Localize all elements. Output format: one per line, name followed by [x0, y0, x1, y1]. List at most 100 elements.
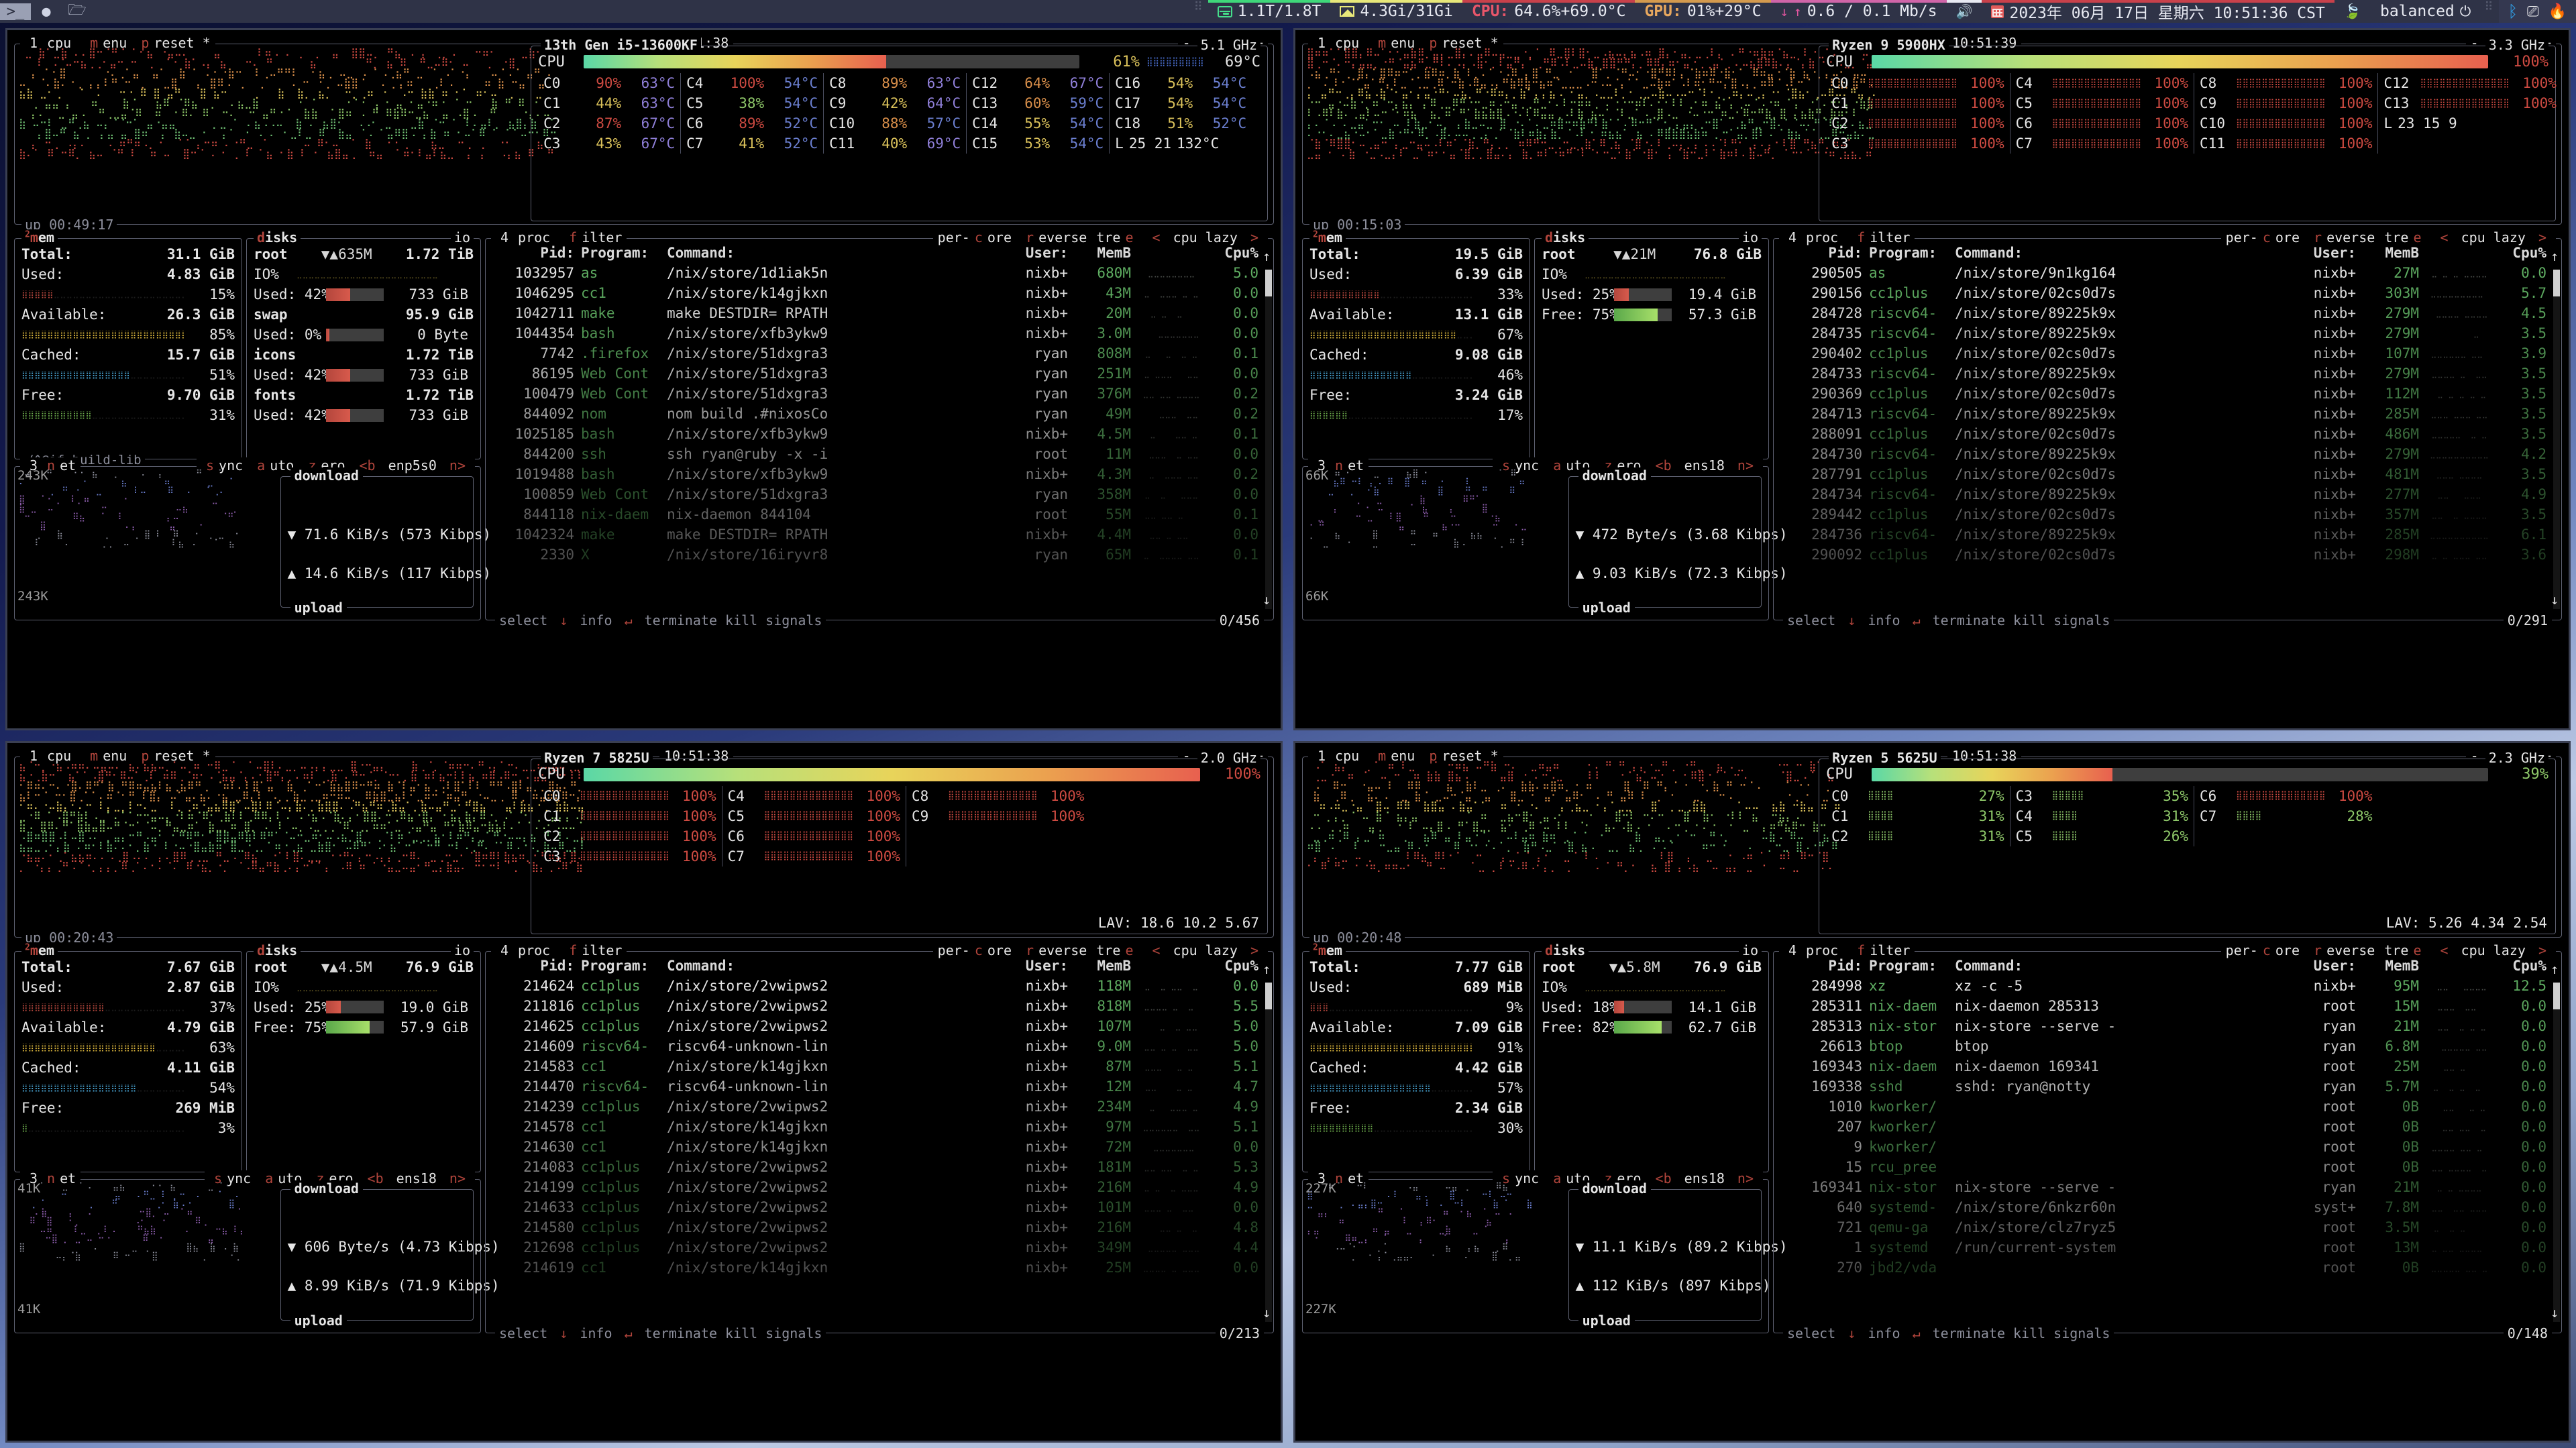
- net-box[interactable]: 3netsyncautozero<b ens18 n> ⠄ ⠶ ⠂ ⣀ ⣦⣿ ⠂…: [1302, 466, 1769, 620]
- disk-module[interactable]: 1.1T/1.8T: [1208, 0, 1331, 23]
- proc-scroll-thumb[interactable]: [1265, 983, 1272, 1009]
- workspace-files[interactable]: 🗁: [62, 0, 93, 24]
- table-row[interactable]: 284734 riscv64-/nix/store/89225k9x nixb+ 27…: [1780, 484, 2546, 504]
- mem-box[interactable]: 2mem Total: 31.1 GiB Used: 4.83 GiB ⣿⣿⣿⣿⣿⣀⣀⣀⣀…: [14, 238, 242, 459]
- table-row[interactable]: 284998xzxz -c -5nixb+95M ⣀⣀ ⣀⣀⣀⣀12.5: [1780, 976, 2546, 996]
- net-box[interactable]: 3netsyncautozero<b enp5s0 n> ⠤ ⠛ ⠂⠂ ⣦ ⡀ …: [14, 466, 481, 620]
- table-row[interactable]: 290402 cc1plus/nix/store/02cs0d7s nixb+ 107…: [1780, 343, 2546, 364]
- table-row[interactable]: 207kworker/root0B ⣀⣀ ⣀⣀ ⣀0.0: [1780, 1117, 2546, 1137]
- footer-kill[interactable]: kill: [721, 1325, 761, 1341]
- table-row[interactable]: 214083 cc1plus/nix/store/2vwipws2 nixb+ 181…: [492, 1157, 1258, 1177]
- footer-info[interactable]: info ↵: [1864, 612, 1928, 628]
- net-interface-selector[interactable]: <b ens18 n>: [1646, 1170, 1763, 1186]
- disks-io-title[interactable]: io: [1739, 229, 1762, 245]
- proc-box[interactable]: 4 proc f ilter per-c ore r everse tre e < cpu lazy…: [485, 951, 1274, 1333]
- table-row[interactable]: 844092nomnom build .#nixosCoryan49M ⣀⣀⣀ …: [492, 404, 1258, 424]
- power-profile-module[interactable]: balanced ⏻: [2371, 0, 2480, 23]
- table-row[interactable]: 169338sshdsshd: ryan@nottyryan5.7M⣀ ⣀ ⣀ …: [1780, 1076, 2546, 1097]
- cpu-box[interactable]: 1cpumenupreset *10:51:39- 2000ms +⣿⠶⠶⠁⠁⣿…: [1302, 44, 2562, 225]
- table-row[interactable]: 214580 cc1plus/nix/store/2vwipws2 nixb+ 216…: [492, 1217, 1258, 1237]
- firewall-icon[interactable]: 🔥: [2548, 3, 2567, 20]
- system-tray[interactable]: ᛒ ⎚ 🔥: [2499, 0, 2576, 23]
- table-row[interactable]: 1025185bash/nix/store/xfb3ykw9nixb+4.5M …: [492, 424, 1258, 444]
- table-row[interactable]: 9kworker/root0B⣀⣀⣀⣀ ⣀⣀ ⣀ 0.0: [1780, 1137, 2546, 1157]
- footer-select[interactable]: select ↓: [1783, 1325, 1864, 1341]
- table-row[interactable]: 214470 riscv64- riscv64-unknown-lin nixb+ 12…: [492, 1076, 1258, 1097]
- table-row[interactable]: 86195 Web Cont/nix/store/51dxgra3 ryan 251M…: [492, 364, 1258, 384]
- cpu-box[interactable]: 1cpumenupreset *10:51:38- 2000ms +⣦⠈⠒⡀⠐⣦…: [14, 757, 1274, 938]
- disks-box-title[interactable]: disks: [1542, 942, 1589, 958]
- table-row[interactable]: 290505 as/nix/store/9n1kg164 nixb+ 27M ⣀ ⣀ ⣀…: [1780, 263, 2546, 283]
- cpu-module[interactable]: CPU: 64.6%+69.0°C: [1462, 0, 1635, 23]
- disks-io-title[interactable]: io: [1739, 942, 1762, 958]
- net-box[interactable]: 3netsyncautozero<b ens18 n> ⠶⠈ ⠒⠇ ⠠⣤ ⠤⣤ …: [1302, 1179, 1769, 1333]
- btop-window-q4[interactable]: 1cpumenupreset *10:51:38- 2000ms + ⠠⠁ ⣦⡄…: [1293, 741, 2571, 1443]
- footer-select[interactable]: select ↓: [495, 1325, 576, 1341]
- table-row[interactable]: 1019488 bash/nix/store/xfb3ykw9 nixb+ 4.3M …: [492, 464, 1258, 484]
- table-row[interactable]: 26613btopbtopryan6.8M ⣀⣀⣀⣀⣀ ⣀⣀0.0: [1780, 1036, 2546, 1056]
- terminal-pane-q3[interactable]: 1cpumenupreset *10:51:38- 2000ms +⣦⠈⠒⡀⠐⣦…: [0, 736, 1288, 1448]
- proc-box[interactable]: 4 proc f ilter per-c ore r everse tre e < cpu lazy…: [485, 238, 1274, 620]
- table-row[interactable]: 1010kworker/root0B ⣀⣀ ⣀ ⣀0.0: [1780, 1097, 2546, 1117]
- table-row[interactable]: 100479 Web Cont/nix/store/51dxgra3 ryan 376…: [492, 384, 1258, 404]
- footer-kill[interactable]: kill: [2009, 1325, 2049, 1341]
- table-row[interactable]: 284736 riscv64-/nix/store/89225k9x nixb+ 28…: [1780, 524, 2546, 545]
- workspace-terminal[interactable]: >_: [0, 3, 31, 20]
- footer-terminate[interactable]: terminate: [641, 1325, 721, 1341]
- table-row[interactable]: 288091 cc1plus/nix/store/02cs0d7s nixb+ 486…: [1780, 424, 2546, 444]
- net-interface-selector[interactable]: <b ens18 n>: [1646, 457, 1763, 474]
- table-row[interactable]: 1systemd/run/current-systemroot13M⣀ ⣀⣀ ⣀…: [1780, 1237, 2546, 1258]
- table-row[interactable]: 169341 nix-stor nix-store --serve - ryan 21M…: [1780, 1177, 2546, 1197]
- disks-box[interactable]: disks io root ▼▲5.8M 76.9 GiB IO% ⣀⣀⣀⣀⣀⣀⣀⣀⣀⣀⣀⣀…: [1534, 951, 1769, 1172]
- cpu-box[interactable]: 1cpumenupreset *10:51:38- 2000ms + ⣀ ⣷⠁⣀…: [14, 44, 1274, 225]
- proc-footer[interactable]: select ↓ info ↵ terminate kill signals 0/213: [495, 1325, 1264, 1341]
- proc-scroll-thumb[interactable]: [2553, 983, 2560, 1009]
- table-row[interactable]: 284735 riscv64-/nix/store/89225k9x nixb+ 27…: [1780, 323, 2546, 343]
- network-module[interactable]: ↓ ↑ 0.6 / 0.1 Mb/s: [1771, 0, 1947, 23]
- disks-box-title[interactable]: disks: [1542, 229, 1589, 245]
- footer-terminate[interactable]: terminate: [641, 612, 721, 628]
- proc-scrollbar[interactable]: [1265, 983, 1272, 1322]
- footer-signals[interactable]: signals: [2049, 1325, 2114, 1341]
- footer-info[interactable]: info ↵: [1864, 1325, 1928, 1341]
- footer-kill[interactable]: kill: [2009, 612, 2049, 628]
- scroll-arrow-down-icon[interactable]: ↓: [1263, 1304, 1271, 1321]
- footer-info[interactable]: info ↵: [576, 1325, 640, 1341]
- net-box[interactable]: 3netsyncautozero<b ens18 n> ⠁ ⣀ ⠁⠠ ⣤⣦ ⠂⠂…: [14, 1179, 481, 1333]
- table-row[interactable]: 212698 cc1plus/nix/store/2vwipws2 nixb+ 349…: [492, 1237, 1258, 1258]
- btop-window-q2[interactable]: 1cpumenupreset *10:51:39- 2000ms +⣿⠶⠶⠁⠁⣿…: [1293, 28, 2571, 730]
- date-module[interactable]: 2023年 06月 17日 星期六 10:51:36 CST: [1982, 0, 2334, 23]
- disks-box[interactable]: disks io root ▼▲635M 1.72 TiB IO% ⣀⣀⣀⣀⣀⣀⣀⣀⣀⣀⣀⣀…: [246, 238, 481, 459]
- proc-scrollbar[interactable]: [2553, 270, 2560, 609]
- terminal-pane-q1[interactable]: 1cpumenupreset *10:51:38- 2000ms + ⣀ ⣷⠁⣀…: [0, 23, 1288, 736]
- terminal-pane-q2[interactable]: 1cpumenupreset *10:51:39- 2000ms +⣿⠶⠶⠁⠁⣿…: [1288, 23, 2576, 736]
- table-row[interactable]: 15rcu_preeroot0B⣀⣀ ⣀⣀⣀⣀ ⣀0.0: [1780, 1157, 2546, 1177]
- net-interface-selector[interactable]: <b ens18 n>: [358, 1170, 475, 1186]
- net-interface-selector[interactable]: <b enp5s0 n>: [350, 457, 476, 474]
- btop-window-q1[interactable]: 1cpumenupreset *10:51:38- 2000ms + ⣀ ⣷⠁⣀…: [5, 28, 1283, 730]
- table-row[interactable]: 287791 cc1plus/nix/store/02cs0d7s nixb+ 481…: [1780, 464, 2546, 484]
- proc-scrollbar[interactable]: [1265, 270, 1272, 609]
- footer-signals[interactable]: signals: [2049, 612, 2114, 628]
- table-row[interactable]: 844200sshssh ryan@ruby -x -iroot11M ⣀⣀⣀ …: [492, 444, 1258, 464]
- terminal-pane-q4[interactable]: 1cpumenupreset *10:51:38- 2000ms + ⠠⠁ ⣦⡄…: [1288, 736, 2576, 1448]
- keyboard-layout-icon[interactable]: ⎚: [2527, 3, 2539, 20]
- scroll-arrow-down-icon[interactable]: ↓: [2551, 592, 2559, 608]
- proc-footer[interactable]: select ↓ info ↵ terminate kill signals 0/456: [495, 612, 1264, 628]
- mem-box-title[interactable]: 2mem: [1309, 229, 1346, 245]
- mem-box[interactable]: 2mem Total: 7.77 GiB Used: 689 MiB ⣿⣿⣿⣀⣀⣀⣀⣀⣀⣀…: [1302, 951, 1530, 1172]
- table-row[interactable]: 1044354 bash/nix/store/xfb3ykw9 nixb+ 3.0M …: [492, 323, 1258, 343]
- table-row[interactable]: 640 systemd-/nix/store/6nkzr60n syst+ 7.8M ⣀…: [1780, 1197, 2546, 1217]
- disks-io-title[interactable]: io: [451, 942, 474, 958]
- disks-box[interactable]: disks io root ▼▲4.5M 76.9 GiB IO% ⣀⣀⣀⣀⣀⣀⣀⣀⣀⣀⣀⣀…: [246, 951, 481, 1172]
- table-row[interactable]: 290092 cc1plus/nix/store/02cs0d7s nixb+ 298…: [1780, 545, 2546, 565]
- sort-arrow-up-icon[interactable]: ↑: [2551, 248, 2559, 264]
- proc-scroll-thumb[interactable]: [1265, 270, 1272, 296]
- footer-signals[interactable]: signals: [761, 612, 826, 628]
- mem-box-title[interactable]: 2mem: [1309, 942, 1346, 958]
- table-row[interactable]: 214199 cc1plus/nix/store/2vwipws2 nixb+ 216…: [492, 1177, 1258, 1197]
- table-row[interactable]: 211816 cc1plus/nix/store/2vwipws2 nixb+ 818…: [492, 996, 1258, 1016]
- scroll-arrow-down-icon[interactable]: ↓: [2551, 1304, 2559, 1321]
- scroll-arrow-down-icon[interactable]: ↓: [1263, 592, 1271, 608]
- table-row[interactable]: 285313 nix-stor nix-store --serve - ryan 21M…: [1780, 1016, 2546, 1036]
